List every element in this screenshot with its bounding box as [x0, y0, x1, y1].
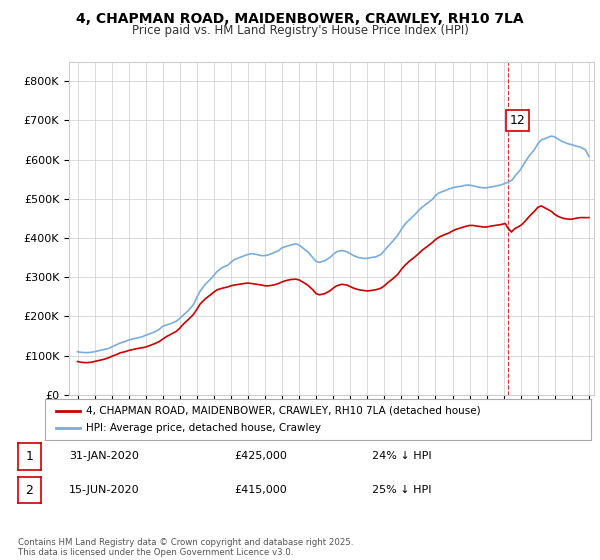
Text: 4, CHAPMAN ROAD, MAIDENBOWER, CRAWLEY, RH10 7LA: 4, CHAPMAN ROAD, MAIDENBOWER, CRAWLEY, R… [76, 12, 524, 26]
Text: Contains HM Land Registry data © Crown copyright and database right 2025.
This d: Contains HM Land Registry data © Crown c… [18, 538, 353, 557]
Text: 31-JAN-2020: 31-JAN-2020 [69, 451, 139, 461]
Text: 4, CHAPMAN ROAD, MAIDENBOWER, CRAWLEY, RH10 7LA (detached house): 4, CHAPMAN ROAD, MAIDENBOWER, CRAWLEY, R… [86, 405, 481, 416]
Text: Price paid vs. HM Land Registry's House Price Index (HPI): Price paid vs. HM Land Registry's House … [131, 24, 469, 36]
Text: £415,000: £415,000 [234, 485, 287, 495]
Text: £425,000: £425,000 [234, 451, 287, 461]
Text: 12: 12 [509, 114, 525, 127]
Text: 25% ↓ HPI: 25% ↓ HPI [372, 485, 431, 495]
Text: 24% ↓ HPI: 24% ↓ HPI [372, 451, 431, 461]
Text: 1: 1 [25, 450, 34, 463]
Text: 15-JUN-2020: 15-JUN-2020 [69, 485, 140, 495]
Text: HPI: Average price, detached house, Crawley: HPI: Average price, detached house, Craw… [86, 423, 321, 433]
Text: 2: 2 [25, 483, 34, 497]
